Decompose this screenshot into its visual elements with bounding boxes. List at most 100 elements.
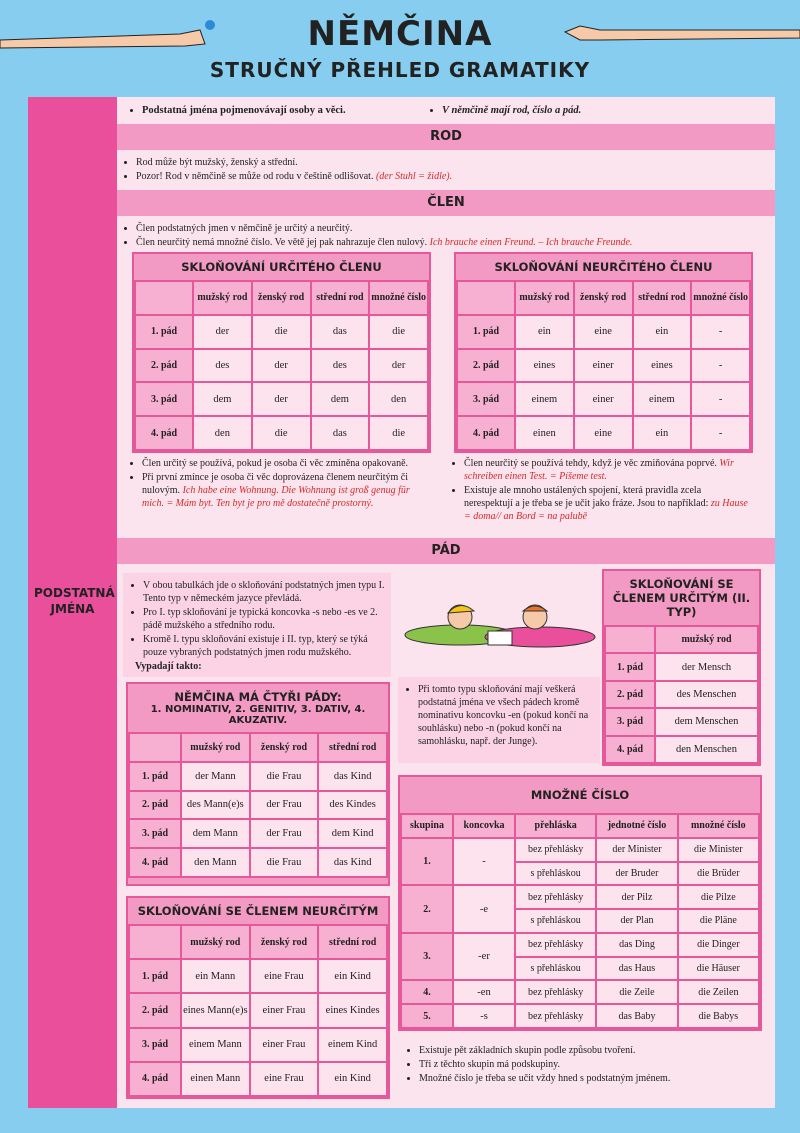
definite-notes-list: Člen určitý se používá, pokud je osoba č… — [128, 457, 428, 510]
bullet-text: Rod může být mužský, ženský a střední. — [136, 157, 298, 168]
example: zu Hause = doma// an Bord = na palubě — [464, 498, 748, 522]
cell: die Minister — [676, 836, 761, 863]
cell: der — [368, 347, 429, 384]
column-header: střední rod — [309, 280, 371, 316]
bullet: Člen neurčitý se používá tehdy, když je … — [464, 457, 750, 483]
row: 1. pád der Mann die Frau das Kind — [128, 760, 388, 792]
plural-notes: Existuje pět základních skupin podle způ… — [405, 1044, 755, 1086]
bullet: Při tomto typu skloňování mají veškerá p… — [418, 683, 594, 748]
cell: eine Frau — [248, 958, 320, 995]
header-row: mužský rod — [604, 624, 759, 655]
type2-note: Při tomto typu skloňování mají veškerá p… — [398, 677, 600, 763]
column-header: mužský rod — [180, 732, 251, 763]
row: 3. pád dem der dem den — [134, 381, 429, 418]
cell: ein Kind — [317, 1060, 388, 1098]
row: 3. pád dem Menschen — [604, 707, 759, 737]
cell: dem Mann — [180, 818, 251, 850]
cell: die Frau — [248, 847, 320, 878]
bullet-text: Člen podstatných jmen v němčině je určit… — [136, 223, 353, 234]
cell: die — [250, 415, 312, 451]
table-title: SKLOŇOVÁNÍ URČITÉHO ČLENU — [181, 260, 382, 274]
cell: die Brüder — [676, 860, 761, 887]
row: 3. pád einem Mann einer Frau einem Kind — [128, 1026, 388, 1063]
header-row: mužský rod ženský rod střední rod — [128, 923, 388, 961]
column-header: skupina — [400, 813, 454, 839]
bullet-text: Člen neurčitý nemá množné číslo. Ve větě… — [136, 237, 428, 248]
column-header: množné číslo — [676, 813, 761, 839]
row-header: 4. pád — [128, 1060, 182, 1098]
row: 4. pád den Mann die Frau das Kind — [128, 847, 388, 878]
row-header: 2. pád — [128, 789, 182, 821]
cell: eines — [514, 347, 575, 384]
cell: eines Mann(e)s — [180, 992, 251, 1029]
cell: der Frau — [248, 789, 320, 821]
cell: die — [368, 313, 429, 350]
bullet: Člen určitý se používá, pokud je osoba č… — [142, 457, 428, 470]
table: mužský rod ženský rod střední rod množné čí… — [456, 280, 751, 451]
section-heading: PÁD — [117, 538, 775, 564]
cell: der Mensch — [654, 652, 759, 682]
row: 3. -er bez přehlásky das Ding die Dinger — [400, 931, 761, 982]
cell: einem Mann — [180, 1026, 251, 1063]
cell: - — [690, 415, 751, 451]
notes-tail: Vypadají takto: — [135, 661, 202, 672]
table: mužský rod ženský rod střední rod množné čí… — [134, 280, 429, 451]
row-header: 1. pád — [604, 652, 656, 682]
cell: die Frau — [248, 760, 320, 792]
row-header: 2. pád — [604, 679, 656, 710]
definite-notes: Člen určitý se používá, pokud je osoba č… — [128, 457, 428, 511]
row: 2. pád eines Mann(e)s einer Frau eines Kind… — [128, 992, 388, 1029]
cases-table: NĚMČINA MÁ ČTYŘI PÁDY: 1. NOMINATIV, 2. G… — [126, 682, 390, 886]
row-header: 4. pád — [604, 734, 656, 765]
example: Ich habe eine Wohnung. Die Wohnung ist g… — [142, 485, 410, 509]
case-notes-list: V obou tabulkách jde o skloňování podsta… — [129, 579, 385, 659]
cell: ein Mann — [180, 958, 251, 995]
cell: s přehláskou — [513, 860, 598, 887]
ending-cell: -s — [452, 1003, 516, 1029]
cell: eine Frau — [248, 1060, 320, 1098]
cell: einem Kind — [317, 1026, 388, 1063]
cell: die Dinger — [676, 931, 761, 958]
cell: bez přehlásky — [513, 979, 598, 1006]
cell: des — [192, 347, 253, 384]
group-cell: 4. — [400, 979, 454, 1006]
table-subtitle: 1. NOMINATIV, 2. GENITIV, 3. DATIV, 4. A… — [150, 704, 366, 726]
bullet: Existuje ale mnoho ustálených spojení, k… — [464, 484, 750, 523]
cell: das Haus — [595, 955, 679, 982]
bullet: Při první zmínce je osoba či věc doprová… — [142, 471, 428, 510]
sidebar-label: PODSTATNÁ JMÉNA — [34, 586, 115, 616]
cell: bez přehlásky — [513, 836, 598, 863]
table: mužský rod ženský rod střední rod 1. pád ein… — [128, 923, 388, 1098]
column-header: jednotné číslo — [595, 813, 679, 839]
cell: einen — [514, 415, 575, 451]
ending-cell: - — [452, 836, 516, 887]
column-header: ženský rod — [248, 732, 320, 763]
type2-table: SKLOŇOVÁNÍ SE ČLENEM URČITÝM (II. TYP) mu… — [602, 569, 761, 766]
table-title: SKLOŇOVÁNÍ NEURČITÉHO ČLENU — [494, 260, 713, 274]
ending-cell: -en — [452, 979, 516, 1006]
cell: ein Kind — [317, 958, 388, 995]
row: s přehláskou der Plan die Pläne — [401, 908, 761, 934]
title: NĚMČINA — [307, 14, 493, 54]
cell: bez přehlásky — [513, 1003, 598, 1029]
table-title: NĚMČINA MÁ ČTYŘI PÁDY: — [174, 690, 342, 704]
corner-cell — [134, 280, 194, 316]
row: 2. -e bez přehlásky der Pilz die Pilze — [400, 884, 761, 934]
corner-cell — [128, 732, 182, 763]
row-header: 4. pád — [128, 847, 182, 878]
sidebar — [28, 97, 117, 1108]
cell: des — [309, 347, 371, 384]
bullet-text: Kromě I. typu skloňování existuje i II. … — [143, 634, 368, 658]
row: 3. pád dem Mann der Frau dem Kind — [128, 818, 388, 850]
row-header: 3. pád — [128, 1026, 182, 1063]
cell: das — [309, 415, 371, 451]
row: 2. pád des Menschen — [604, 679, 759, 710]
bullet: Člen podstatných jmen v němčině je určit… — [136, 222, 762, 235]
bullet-text: Pro I. typ skloňování je typická koncovk… — [143, 607, 378, 631]
clen-bullets-list: Člen podstatných jmen v němčině je určit… — [122, 222, 762, 249]
bullet-text: Existuje ale mnoho ustálených spojení, k… — [464, 485, 709, 509]
row: 2. pád des der des der — [134, 347, 429, 384]
row-header: 4. pád — [456, 415, 516, 451]
cell: einer Frau — [248, 1026, 320, 1063]
cell: eines Kindes — [317, 992, 388, 1029]
